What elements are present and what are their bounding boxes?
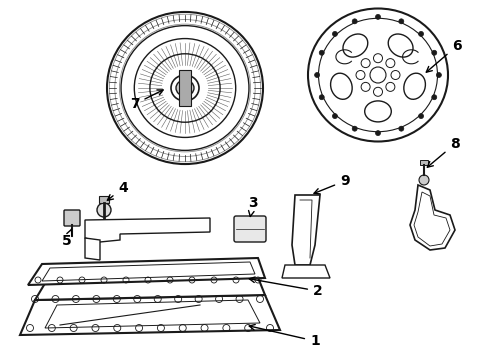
Circle shape: [361, 59, 370, 68]
Text: 1: 1: [249, 324, 320, 348]
Polygon shape: [28, 258, 265, 285]
Circle shape: [315, 72, 319, 77]
Polygon shape: [85, 218, 210, 242]
Circle shape: [386, 59, 395, 68]
Text: 7: 7: [130, 90, 163, 111]
Circle shape: [352, 126, 357, 131]
Circle shape: [391, 71, 400, 80]
FancyBboxPatch shape: [64, 210, 80, 226]
Polygon shape: [410, 185, 455, 250]
Circle shape: [375, 131, 381, 136]
FancyBboxPatch shape: [99, 196, 109, 203]
Circle shape: [437, 72, 441, 77]
Polygon shape: [85, 238, 100, 260]
Circle shape: [375, 14, 381, 19]
Circle shape: [399, 19, 404, 24]
Circle shape: [419, 175, 429, 185]
Circle shape: [361, 82, 370, 91]
Ellipse shape: [388, 34, 413, 57]
Ellipse shape: [308, 9, 448, 141]
Circle shape: [319, 95, 324, 100]
Circle shape: [373, 87, 383, 96]
Circle shape: [356, 71, 365, 80]
Circle shape: [432, 50, 437, 55]
Bar: [179, 70, 191, 106]
Text: 5: 5: [62, 229, 72, 248]
Text: 9: 9: [314, 174, 350, 194]
Text: 4: 4: [107, 181, 128, 200]
Polygon shape: [414, 192, 450, 246]
Ellipse shape: [171, 75, 199, 101]
Ellipse shape: [176, 80, 194, 96]
FancyBboxPatch shape: [234, 216, 266, 242]
Polygon shape: [20, 295, 280, 335]
Polygon shape: [282, 265, 330, 278]
Polygon shape: [292, 195, 320, 265]
Circle shape: [418, 114, 423, 118]
Ellipse shape: [365, 101, 392, 122]
Circle shape: [332, 114, 338, 118]
Ellipse shape: [331, 73, 352, 99]
Circle shape: [373, 54, 383, 63]
Circle shape: [319, 50, 324, 55]
Circle shape: [432, 95, 437, 100]
Text: 2: 2: [249, 277, 323, 298]
Ellipse shape: [343, 34, 368, 57]
Circle shape: [418, 31, 423, 36]
Ellipse shape: [404, 73, 425, 99]
FancyBboxPatch shape: [420, 160, 428, 165]
Text: 6: 6: [426, 39, 462, 72]
Circle shape: [97, 203, 111, 217]
Circle shape: [332, 31, 338, 36]
Circle shape: [352, 19, 357, 24]
Circle shape: [370, 67, 386, 83]
Text: 3: 3: [248, 196, 258, 216]
Text: 8: 8: [427, 137, 460, 167]
Circle shape: [399, 126, 404, 131]
Circle shape: [386, 82, 395, 91]
Polygon shape: [35, 270, 265, 300]
